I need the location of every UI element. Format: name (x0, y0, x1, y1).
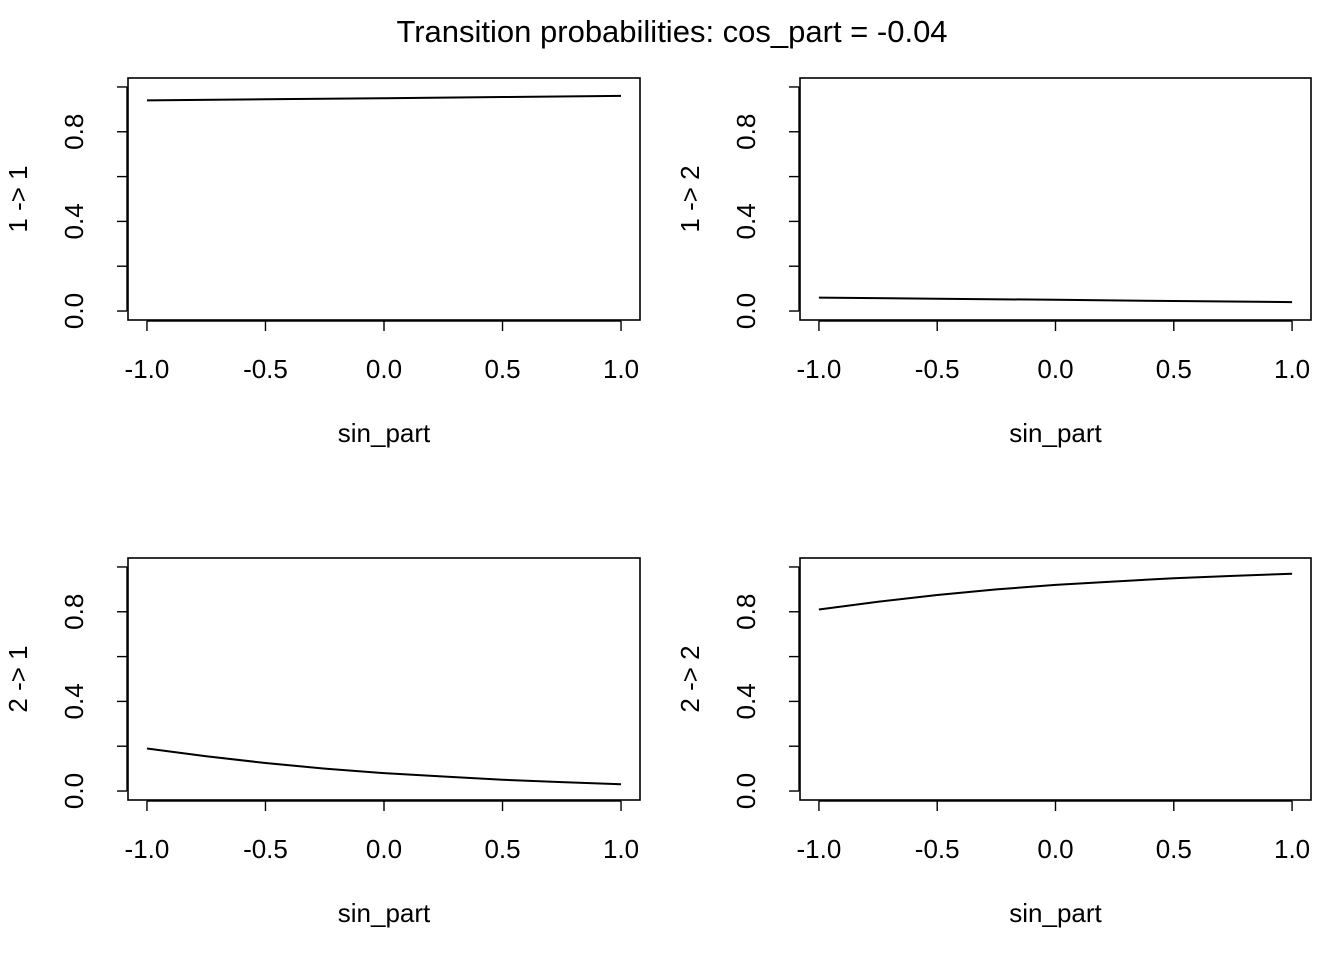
main-title: Transition probabilities: cos_part = -0.… (396, 14, 947, 49)
x-tick-label-1-2: -1.0 (797, 354, 842, 384)
y-axis-title-1-1: 1 -> 1 (3, 165, 33, 232)
y-tick-label-1-2: 0.0 (731, 293, 761, 329)
x-tick-label-1-2: 0.0 (1037, 354, 1073, 384)
y-axis-title-2-1: 2 -> 1 (3, 645, 33, 712)
y-tick-label-1-2: 0.4 (731, 203, 761, 239)
x-tick-label-2-2: -0.5 (915, 834, 960, 864)
x-tick-label-1-1: -1.0 (125, 354, 170, 384)
x-axis-title-2-2: sin_part (1009, 898, 1102, 928)
x-tick-label-2-2: 1.0 (1274, 834, 1310, 864)
y-tick-label-2-1: 0.0 (59, 773, 89, 809)
y-tick-label-2-2: 0.4 (731, 683, 761, 719)
x-tick-label-2-2: -1.0 (797, 834, 842, 864)
x-tick-label-2-1: -0.5 (243, 834, 288, 864)
x-tick-label-1-1: 0.0 (366, 354, 402, 384)
x-tick-label-2-1: -1.0 (125, 834, 170, 864)
plot-frame-2-1 (127, 557, 641, 801)
y-tick-label-1-1: 0.8 (59, 114, 89, 150)
y-tick-label-2-1: 0.8 (59, 594, 89, 630)
x-tick-label-1-2: 0.5 (1156, 354, 1192, 384)
panel-2-1: -1.0 -0.5 0.0 0.5 1.0 0.0 0.4 0.8 sin_part 2 -> 1 (3, 557, 641, 928)
x-tick-label-1-1: 1.0 (603, 354, 639, 384)
y-axis-title-1-2: 1 -> 2 (675, 165, 705, 232)
plot-frame-1-1 (127, 77, 641, 321)
y-tick-label-2-2: 0.8 (731, 594, 761, 630)
x-axis-title-1-2: sin_part (1009, 418, 1102, 448)
x-tick-label-1-2: 1.0 (1274, 354, 1310, 384)
panel-1-1: -1.0 -0.5 0.0 0.5 1.0 0.0 0.4 0.8 sin_part 1 -> 1 (3, 77, 641, 448)
y-tick-label-1-1: 0.0 (59, 293, 89, 329)
plot-frame-2-2 (799, 557, 1312, 801)
series-line-1-2 (818, 296, 1293, 304)
series-line-2-1 (146, 747, 622, 786)
plot-frame-1-2 (799, 77, 1312, 321)
x-tick-label-2-2: 0.5 (1156, 834, 1192, 864)
y-tick-label-1-1: 0.4 (59, 203, 89, 239)
x-tick-label-2-1: 0.0 (366, 834, 402, 864)
x-axis-title-2-1: sin_part (338, 898, 431, 928)
x-tick-label-1-1: -0.5 (243, 354, 288, 384)
panel-1-2: -1.0 -0.5 0.0 0.5 1.0 0.0 0.4 0.8 sin_part 1 -> 2 (675, 77, 1312, 448)
y-axis-title-2-2: 2 -> 2 (675, 645, 705, 712)
x-tick-label-2-1: 1.0 (603, 834, 639, 864)
panel-2-2: -1.0 -0.5 0.0 0.5 1.0 0.0 0.4 0.8 sin_part 2 -> 2 (675, 557, 1312, 928)
y-tick-label-2-1: 0.4 (59, 683, 89, 719)
series-line-2-2 (818, 572, 1293, 611)
y-tick-label-1-2: 0.8 (731, 114, 761, 150)
x-tick-label-2-2: 0.0 (1037, 834, 1073, 864)
x-tick-label-2-1: 0.5 (484, 834, 520, 864)
series-line-1-1 (146, 94, 622, 102)
x-tick-label-1-2: -0.5 (915, 354, 960, 384)
y-tick-label-2-2: 0.0 (731, 773, 761, 809)
x-axis-title-1-1: sin_part (338, 418, 431, 448)
x-tick-label-1-1: 0.5 (484, 354, 520, 384)
